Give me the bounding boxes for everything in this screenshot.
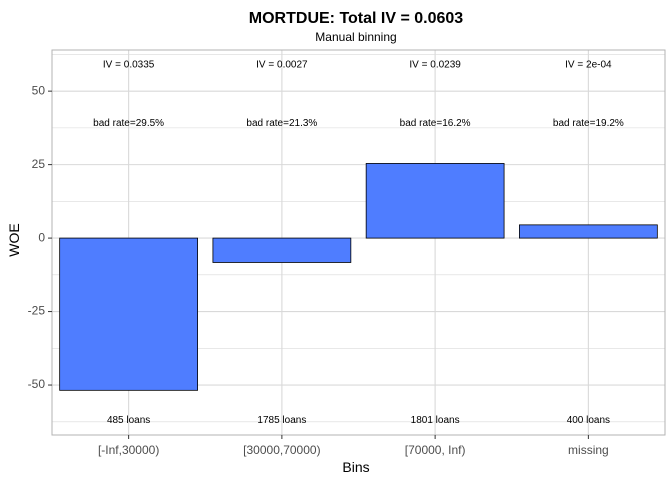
y-tick-label: -50 <box>28 377 46 391</box>
count-label: 1801 loans <box>411 415 460 426</box>
x-tick-label: [70000, Inf) <box>405 443 466 457</box>
y-tick-label: 50 <box>32 83 46 97</box>
x-axis-ticks: [-Inf,30000) [30000,70000) [70000, Inf) mis… <box>98 435 609 457</box>
bar-3 <box>519 224 658 239</box>
chart-title: MORTDUE: Total IV = 0.0603 <box>249 10 464 27</box>
iv-label: IV = 0.0335 <box>103 59 155 70</box>
iv-label: IV = 0.0027 <box>256 59 308 70</box>
x-tick-label: [30000,70000) <box>243 443 320 457</box>
bar-0 <box>59 237 198 391</box>
bad-rate-label: bad rate=16.2% <box>400 118 471 129</box>
bars <box>59 163 658 391</box>
y-axis-title: WOE <box>6 223 22 256</box>
y-tick-label: 25 <box>32 157 46 171</box>
bar-1 <box>212 237 352 263</box>
panel-border <box>51 49 666 436</box>
y-tick-label: -25 <box>28 304 46 318</box>
count-label: 485 loans <box>107 415 150 426</box>
bar-annotations: IV = 0.0335 IV = 0.0027 IV = 0.0239 IV = 2e… <box>93 59 624 426</box>
y-axis-ticks: -50 -25 0 25 50 <box>28 83 52 391</box>
iv-label: IV = 2e-04 <box>565 59 612 70</box>
x-tick-label: [-Inf,30000) <box>98 443 159 457</box>
y-tick-label: 0 <box>38 230 45 244</box>
chart-subtitle: Manual binning <box>315 30 396 44</box>
bad-rate-label: bad rate=19.2% <box>553 118 624 129</box>
count-label: 1785 loans <box>257 415 306 426</box>
iv-label: IV = 0.0239 <box>409 59 461 70</box>
count-label: 400 loans <box>567 415 610 426</box>
x-tick-label: missing <box>568 443 609 457</box>
bad-rate-label: bad rate=29.5% <box>93 118 164 129</box>
bar-2 <box>365 163 505 239</box>
x-axis-title: Bins <box>342 459 369 475</box>
bad-rate-label: bad rate=21.3% <box>246 118 317 129</box>
